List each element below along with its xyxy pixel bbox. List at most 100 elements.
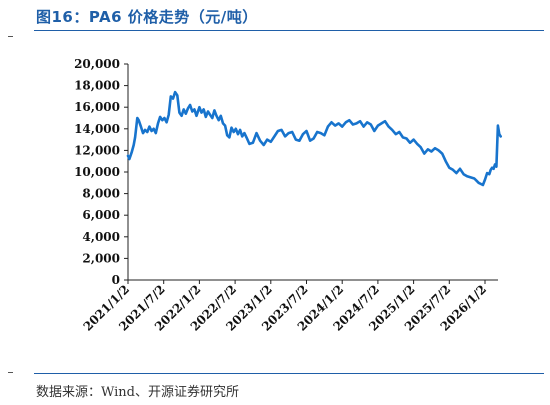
data-point [320,132,322,134]
data-point [148,125,151,128]
data-point [495,165,498,168]
data-point [134,136,136,139]
data-point [316,131,319,133]
data-point [163,117,166,119]
y-tick-label: 10,000 [74,165,120,179]
data-point [273,135,276,138]
data-point [469,176,472,179]
data-point [355,122,358,125]
data-point [402,136,404,139]
data-point [220,115,222,117]
data-point [466,175,468,178]
series-line [126,90,502,187]
data-point [211,117,214,119]
data-point [455,172,458,174]
data-point [395,133,397,135]
data-point [312,137,315,140]
data-point [430,150,433,153]
data-point [142,132,144,134]
y-tick-label: 12,000 [74,143,120,157]
data-point [180,115,183,117]
data-point [130,151,133,154]
data-point [341,125,344,128]
data-point [209,114,211,116]
data-point [366,121,369,124]
data-point [270,141,272,143]
data-point [452,169,454,171]
data-point [277,130,279,132]
data-point [202,108,205,111]
data-point [412,138,415,141]
data-point [482,184,484,186]
data-point [409,142,411,144]
data-point [176,94,179,97]
data-point [486,172,488,174]
data-point [144,129,146,131]
data-point [491,166,493,169]
data-point [187,107,189,110]
y-tick-label: 0 [112,273,120,287]
data-point [161,119,164,121]
data-point [232,131,235,133]
data-point [262,144,265,146]
source-note: 数据来源：Wind、开源证券研究所 [36,385,239,400]
y-tick-label: 4,000 [82,230,120,244]
y-tick-label: 14,000 [74,122,120,136]
data-point [492,168,495,170]
data-point [473,177,476,180]
data-point [239,129,241,131]
data-point [235,128,237,130]
data-point [398,131,401,133]
data-point [165,121,168,124]
data-point [391,129,394,131]
data-point [228,136,231,139]
data-point [252,142,254,144]
data-point [280,129,283,131]
left-dash-bottom [8,372,13,373]
data-point [155,132,157,134]
data-point [437,149,440,152]
data-point [362,125,365,128]
y-tick-label: 16,000 [74,100,120,114]
data-point [327,125,329,128]
data-point [230,126,233,129]
data-point [348,119,351,121]
data-point [191,110,194,113]
data-point [241,135,243,138]
data-point [243,132,246,134]
data-point [419,146,422,148]
data-point [427,148,429,151]
data-point [128,158,131,160]
data-point [259,139,261,142]
data-point [140,125,142,128]
data-point [494,163,496,166]
data-point [198,106,201,108]
data-point [237,133,239,135]
data-point [215,115,218,117]
data-point [182,108,185,111]
data-point [136,117,139,119]
data-point [499,135,502,138]
data-point [298,139,301,142]
data-point [159,116,161,118]
data-point [195,115,198,117]
data-point [323,134,326,137]
data-point [441,152,444,155]
data-point [178,111,181,114]
data-point [337,122,340,125]
data-point [302,133,304,135]
data-point [352,123,354,126]
y-axis: 0 2,000 4,000 6,000 8,000 10,000 12,000 14,000 1… [74,57,129,287]
x-axis: 2021/1/22021/7/22022/1/22022/7/22023/1/2… [81,279,498,334]
data-point [334,124,336,127]
data-point [284,135,286,138]
data-point [217,119,220,121]
data-point [245,136,248,139]
series-layer [126,90,502,187]
data-point [205,116,207,118]
left-dash-top [8,36,13,37]
data-point [384,120,386,122]
data-point [167,114,170,116]
data-point [479,183,482,185]
data-point [305,130,308,132]
